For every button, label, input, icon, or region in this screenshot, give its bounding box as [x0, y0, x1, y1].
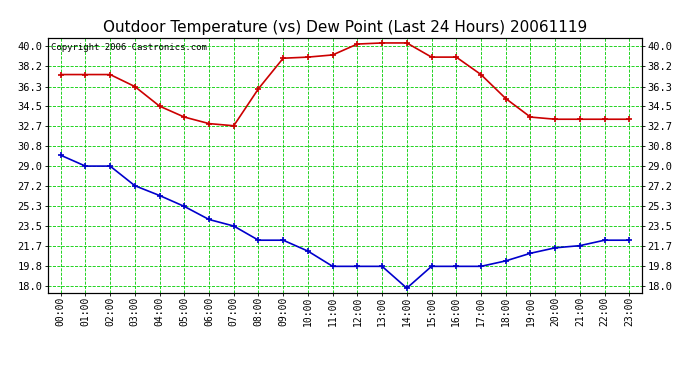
Text: Copyright 2006 Castronics.com: Copyright 2006 Castronics.com [51, 43, 207, 52]
Title: Outdoor Temperature (vs) Dew Point (Last 24 Hours) 20061119: Outdoor Temperature (vs) Dew Point (Last… [103, 20, 587, 35]
